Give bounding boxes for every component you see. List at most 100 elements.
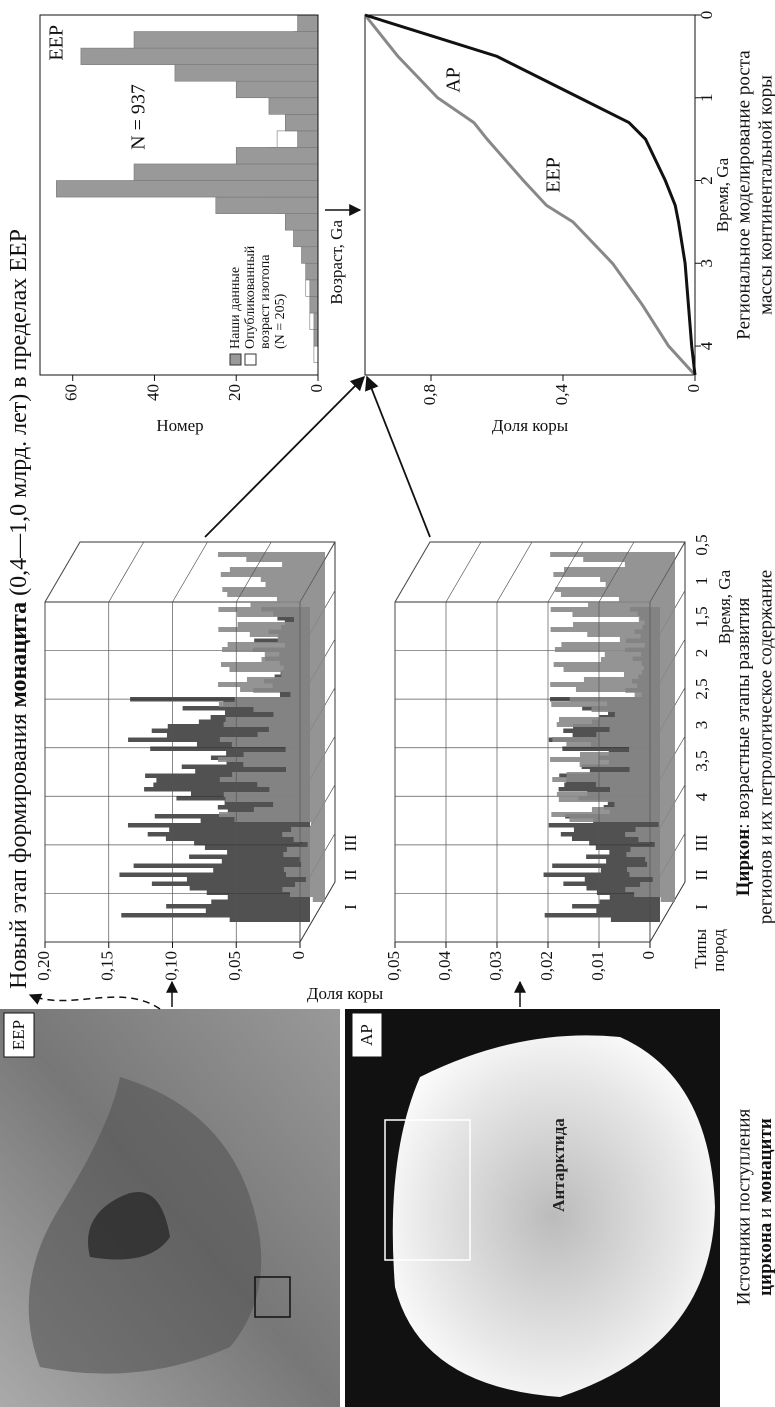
plot-frame	[364, 14, 696, 376]
rock-type-label: I	[341, 904, 360, 910]
z-tick-label: 0,04	[435, 951, 454, 981]
x-tick-label: 1	[697, 94, 716, 103]
landscape-group: EEP Антарктида AP Источники поступления …	[0, 11, 775, 1407]
z-tick-label: 0	[289, 951, 308, 960]
grid-line	[299, 541, 336, 603]
plot-frame	[39, 14, 319, 376]
axis-label: Время, Ga	[715, 569, 734, 644]
histogram-bar	[215, 196, 319, 214]
caption: Циркон: возрастные этапы развития	[733, 598, 754, 897]
histogram-bar	[284, 213, 319, 231]
histogram-bar	[309, 296, 319, 314]
legend-swatch	[229, 353, 242, 366]
histogram-bar	[297, 130, 319, 148]
rock-type-label: II	[692, 869, 711, 881]
histogram-bar	[313, 312, 319, 330]
growth-line	[364, 13, 697, 376]
axis-label: Типы	[691, 928, 710, 968]
time-tick-label: 1,5	[692, 606, 711, 627]
title-part: монацита	[6, 602, 32, 708]
y-tick-label: 0	[307, 384, 326, 393]
map-place: Антарктида	[549, 1118, 568, 1212]
map-label: EEP	[9, 1020, 28, 1050]
histogram-bar	[301, 246, 319, 264]
grid-line	[172, 541, 208, 603]
title: Новый этап формирования монацита (0,4—1,…	[6, 229, 32, 989]
map-frame	[384, 1119, 471, 1261]
rock-type-label: III	[692, 834, 711, 851]
histogram-bar	[313, 345, 319, 363]
growth-line	[363, 14, 697, 377]
x-tick-label: 0	[697, 11, 716, 20]
z-tick-label: 0,03	[486, 951, 505, 981]
histogram-bar	[80, 47, 319, 65]
histogram-title: EEP	[46, 25, 68, 61]
z-tick-label: 0,20	[34, 951, 53, 981]
z-tick-label: 0,05	[225, 951, 244, 981]
caption-part: циркона	[755, 1222, 775, 1296]
histogram-bar	[235, 80, 319, 99]
axis-label: Время, Ga	[713, 157, 732, 232]
x-tick-label: 4	[697, 341, 716, 350]
histogram-bar	[133, 31, 319, 49]
caption-part: Циркон	[733, 829, 754, 896]
histogram-bar	[56, 180, 319, 198]
axis-label: Доля коры	[492, 416, 569, 435]
time-tick-label: 4	[692, 792, 711, 801]
label-box	[351, 1012, 383, 1058]
caption: циркона и монацити	[755, 1118, 775, 1296]
axis-label: Возраст, Ga	[327, 220, 346, 305]
caption: массы континентальной коры	[755, 75, 775, 315]
axis-label: Доля коры	[307, 984, 384, 1003]
axis-label: пород	[709, 929, 728, 972]
z-tick-label: 0,05	[384, 951, 403, 981]
caption: регионов и их петрологическое содержание	[755, 570, 775, 924]
map-label: AP	[357, 1024, 376, 1046]
arrow	[204, 375, 366, 538]
bar-silhouette	[119, 607, 310, 922]
legend-label: Наши данные	[228, 267, 243, 349]
grid-line	[235, 541, 272, 603]
caption: Региональное моделирование роста	[733, 50, 754, 340]
time-tick-label: 0,5	[692, 534, 711, 555]
title-part: Новый этап формирования	[6, 707, 32, 989]
z-tick-label: 0,01	[588, 951, 607, 981]
time-tick-label: 3	[692, 721, 711, 730]
grid-line	[547, 541, 584, 603]
histogram-bar	[305, 262, 319, 281]
histogram-bar	[309, 279, 319, 297]
histogram-bar	[293, 229, 319, 248]
caption-part: и	[755, 1203, 775, 1223]
z-tick-label: 0,02	[537, 951, 556, 981]
bar-silhouette	[217, 552, 325, 902]
y-tick-label: 0	[684, 384, 703, 393]
grid-line	[44, 541, 81, 603]
legend-label: возраст изотопа	[258, 254, 273, 349]
label-box	[3, 1012, 35, 1058]
annotation: N = 937	[128, 84, 150, 150]
histogram-bar	[174, 64, 319, 82]
axis-label: Номер	[156, 416, 203, 435]
title-part: (0,4—1,0 млрд. лет) в пределах EEP	[6, 229, 32, 602]
rock-type-label: II	[341, 869, 360, 881]
y-tick-label: 20	[225, 384, 244, 401]
antarctica	[392, 1035, 715, 1397]
arrow	[365, 375, 431, 538]
histogram-bar	[284, 114, 319, 132]
caption-part: : возрастные этапы развития	[733, 598, 754, 829]
time-tick-label: 1	[692, 577, 711, 586]
series-label: EEP	[543, 157, 565, 193]
rock-type-label: III	[341, 834, 360, 851]
z-tick-label: 0,10	[161, 951, 180, 981]
bar-silhouette	[550, 552, 675, 902]
y-tick-label: 0,4	[552, 384, 571, 406]
series-label: AP	[443, 67, 465, 93]
legend-label: (N = 205)	[273, 293, 288, 349]
caption: Источники поступления	[733, 1108, 754, 1305]
histogram-bar	[268, 97, 319, 115]
y-tick-label: 60	[62, 384, 81, 401]
grid-line	[496, 541, 533, 603]
grid-line	[598, 541, 635, 603]
histogram-bar	[297, 14, 319, 32]
